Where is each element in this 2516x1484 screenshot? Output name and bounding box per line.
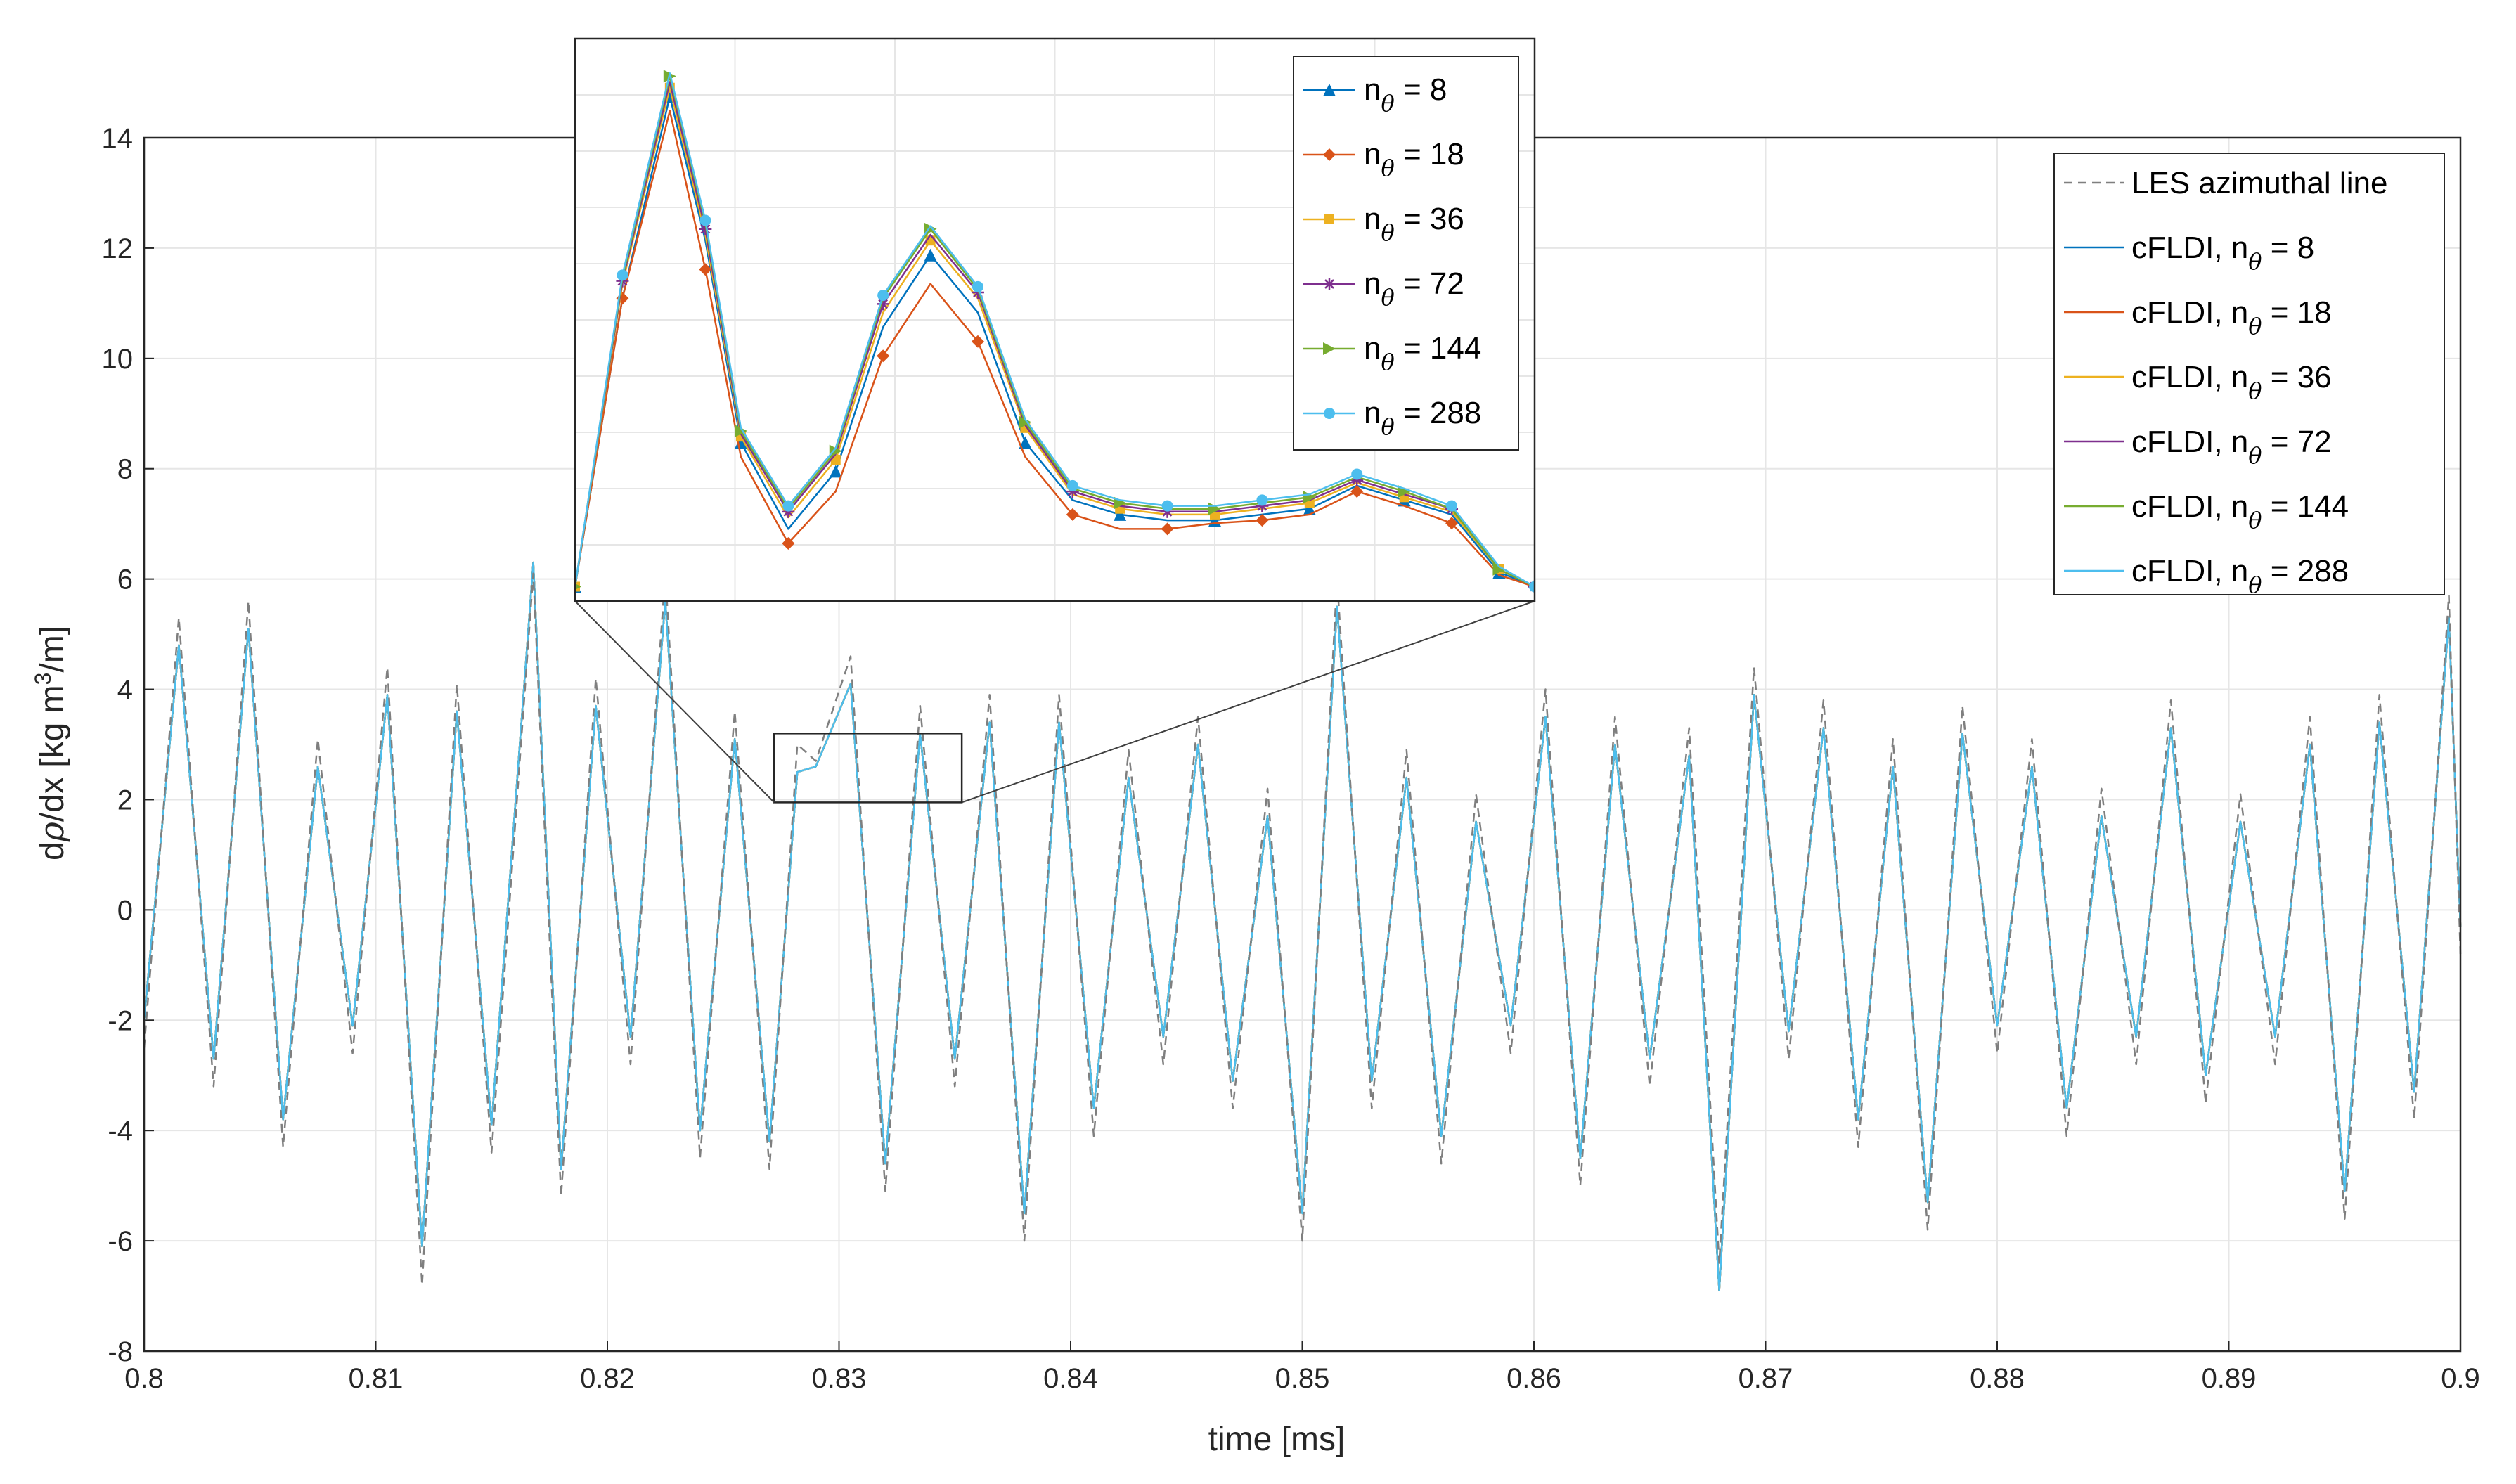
inset-plot: nθ = 8 nθ = 18 nθ = 36 nθ = 72 nθ = 144 nθ = … (574, 37, 1536, 602)
marker-asterisk (1323, 278, 1336, 290)
marker-triangle-right (575, 583, 581, 590)
marker-diamond (1445, 517, 1459, 530)
marker-triangle-right (1492, 562, 1506, 576)
x-tick-label: 0.86 (1507, 1363, 1561, 1394)
y-tick-label: -6 (108, 1226, 133, 1257)
main-legend-label: cFLDI, nθ = 18 (2131, 295, 2332, 340)
y-axis-label: dρ/dx [kg m3/m] (30, 626, 72, 860)
y-tick-label: -2 (108, 1005, 133, 1036)
zoom-connector-left (574, 600, 775, 804)
y-label-rho: ρ (32, 822, 72, 842)
marker-triangle-up (1303, 502, 1316, 515)
y-tick-label: 2 (117, 785, 133, 815)
marker-circle (782, 500, 794, 512)
x-tick-label: 0.9 (2441, 1363, 2480, 1394)
x-tick-label: 0.81 (349, 1363, 404, 1394)
marker-triangle-up (1019, 436, 1032, 449)
x-tick-label: 0.88 (1970, 1363, 2025, 1394)
marker-circle (972, 280, 983, 292)
main-legend-label: cFLDI, nθ = 72 (2131, 425, 2332, 469)
marker-diamond (699, 263, 712, 276)
inset-legend-label: nθ = 18 (1364, 137, 1464, 181)
inset-legend-label: nθ = 8 (1364, 72, 1447, 117)
marker-diamond (1256, 514, 1269, 527)
main-legend-label: cFLDI, nθ = 288 (2131, 554, 2349, 598)
y-tick-label: 0 (117, 895, 133, 926)
zoom-connector-right (961, 600, 1535, 804)
asterisk-stroke (700, 224, 711, 234)
inset-frame (574, 37, 1536, 602)
marker-circle (1161, 500, 1173, 512)
y-label-d: d (34, 841, 71, 860)
main-legend-label: cFLDI, nθ = 36 (2131, 360, 2332, 404)
inset-legend-box (1293, 56, 1519, 451)
marker-diamond (877, 349, 890, 363)
main-legend-label: LES azimuthal line (2131, 166, 2387, 200)
marker-diamond (782, 536, 795, 550)
y-tick-label: 14 (102, 123, 134, 154)
y-tick-label: 12 (102, 233, 134, 264)
main-legend-box (2053, 153, 2445, 595)
marker-triangle-up (924, 248, 937, 262)
x-tick-label: 0.89 (2202, 1363, 2257, 1394)
marker-diamond (971, 335, 984, 348)
x-axis-label: time [ms] (1208, 1421, 1346, 1458)
y-tick-label: -8 (108, 1336, 133, 1367)
inset-series-line-288 (575, 72, 1535, 588)
marker-circle (617, 269, 628, 281)
marker-circle (1351, 468, 1363, 480)
inset-series-line-8 (575, 95, 1535, 588)
main-legend-label: cFLDI, nθ = 144 (2131, 489, 2349, 534)
main-legend-label: cFLDI, nθ = 8 (2131, 231, 2314, 275)
marker-circle (699, 214, 711, 226)
y-tick-label: 6 (117, 564, 133, 595)
y-tick-label: -4 (108, 1116, 133, 1147)
x-tick-label: 0.82 (580, 1363, 635, 1394)
x-tick-label: 0.84 (1043, 1363, 1098, 1394)
y-tick-label: 8 (117, 454, 133, 485)
inset-legend-label: nθ = 288 (1364, 396, 1481, 440)
marker-triangle-right (1019, 415, 1032, 429)
inset-legend-label: nθ = 36 (1364, 202, 1464, 246)
y-tick-label: 10 (102, 344, 134, 375)
x-tick-label: 0.8 (124, 1363, 164, 1394)
marker-diamond (1161, 522, 1174, 536)
y-label-exponent: 3 (30, 673, 56, 685)
marker-triangle-up (1323, 84, 1336, 96)
marker-triangle-right (734, 424, 747, 437)
marker-triangle-up (734, 436, 747, 449)
y-tick-label: 4 (117, 675, 133, 706)
marker-circle (1324, 408, 1335, 419)
x-tick-label: 0.87 (1738, 1363, 1793, 1394)
zoom-region-box (773, 733, 963, 804)
marker-triangle-right (1323, 342, 1336, 355)
zoom-connector-lines (574, 600, 1535, 804)
x-tick-label: 0.85 (1275, 1363, 1330, 1394)
y-label-tail: /m] (34, 626, 71, 673)
y-label-units: /dx [kg m (34, 685, 71, 822)
marker-triangle-up (829, 465, 842, 478)
marker-circle (1066, 479, 1078, 491)
inset-series-line-18 (575, 110, 1535, 588)
inset-legend-label: nθ = 144 (1364, 331, 1481, 375)
marker-diamond (1350, 485, 1364, 498)
marker-triangle-up (1114, 508, 1127, 521)
marker-diamond (1323, 148, 1336, 161)
asterisk-stroke (1324, 279, 1334, 289)
inset-series-group (575, 70, 1535, 593)
series-line-les-azimuthal-line (143, 572, 2462, 1286)
marker-circle (1446, 500, 1458, 512)
marker-circle (877, 290, 889, 302)
marker-square (1324, 214, 1334, 224)
x-tick-label: 0.83 (812, 1363, 867, 1394)
marker-circle (1529, 581, 1535, 593)
inset-legend-label: nθ = 72 (1364, 266, 1464, 311)
marker-triangle-right (829, 444, 842, 458)
marker-circle (1256, 494, 1268, 506)
main-legend: LES azimuthal line cFLDI, nθ = 8 cFLDI, nθ… (2053, 153, 2445, 598)
marker-diamond (1066, 508, 1079, 521)
